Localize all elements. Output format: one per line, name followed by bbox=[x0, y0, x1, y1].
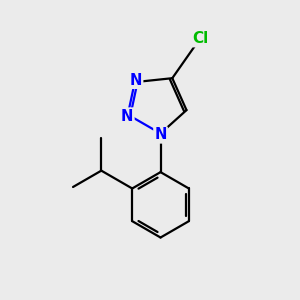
Text: N: N bbox=[154, 128, 167, 142]
Text: N: N bbox=[130, 73, 142, 88]
Text: N: N bbox=[121, 109, 134, 124]
Text: Cl: Cl bbox=[193, 31, 209, 46]
